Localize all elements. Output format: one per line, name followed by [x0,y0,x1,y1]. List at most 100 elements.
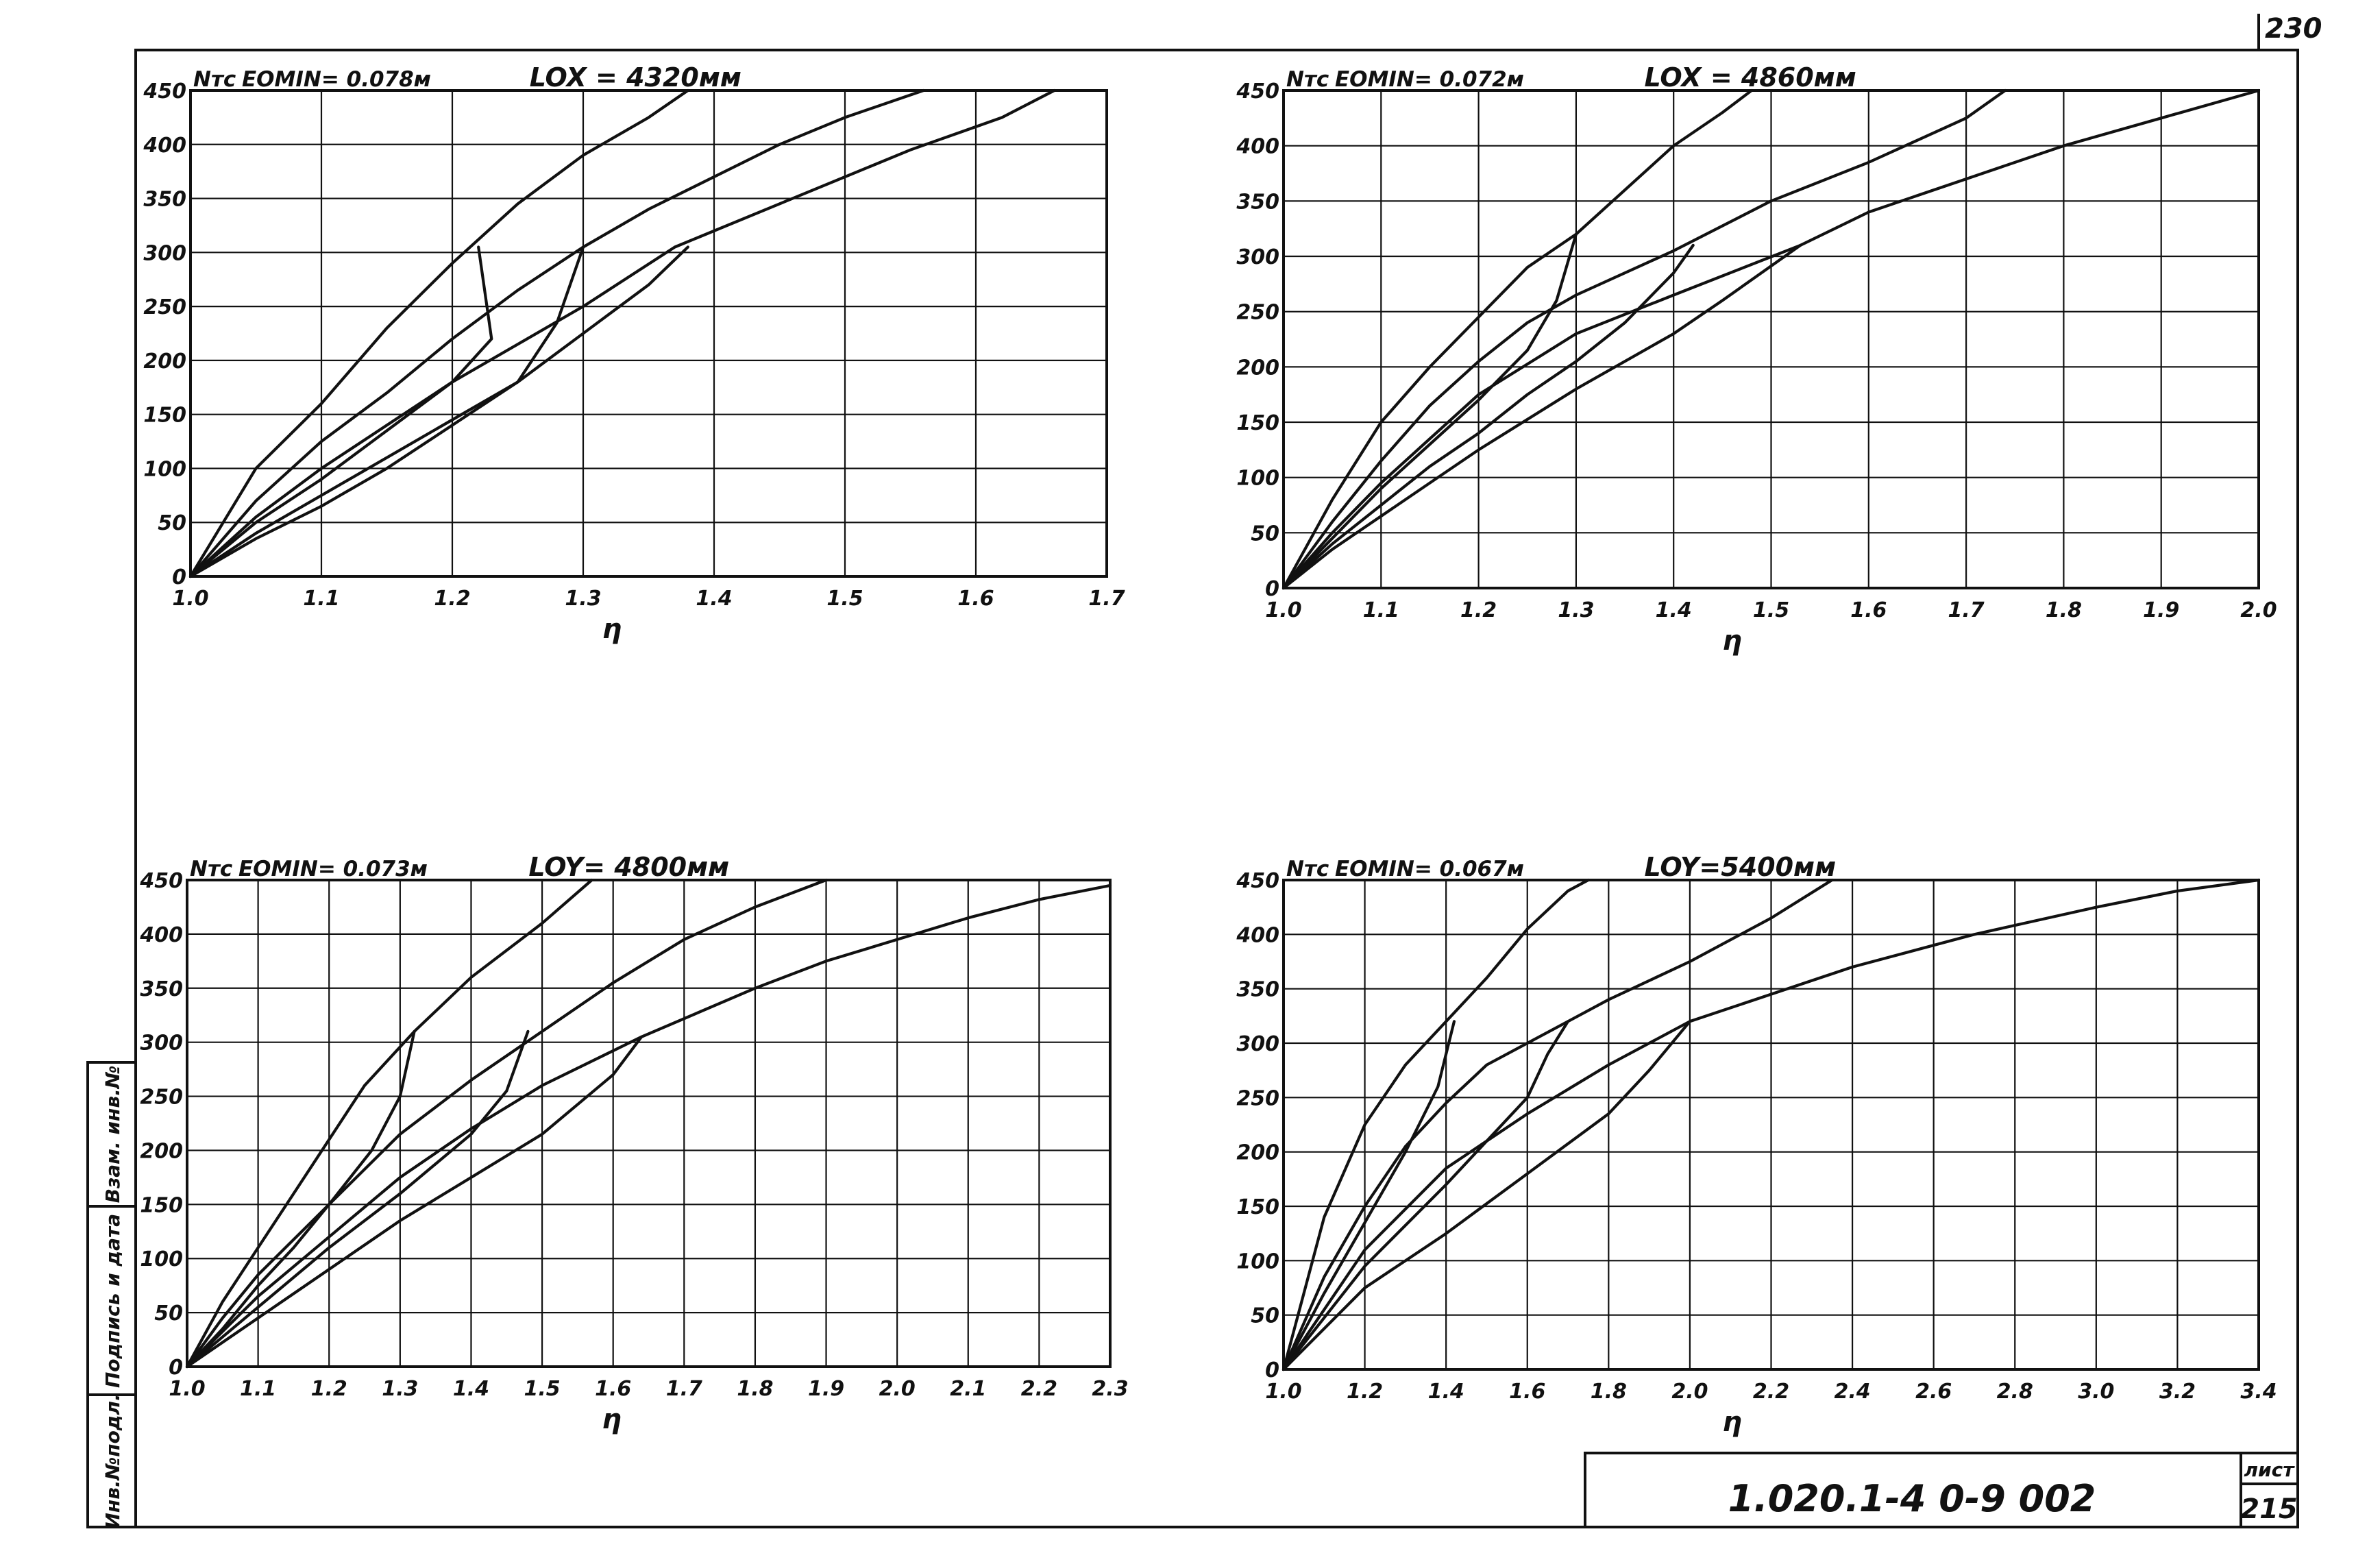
y-tick-label: 300 [143,241,186,265]
plot-frame [186,879,1112,1368]
x-tick-label: 1.5 [1753,598,1789,622]
x-tick-label: 3.0 [2078,1380,2114,1404]
x-tick-label: 1.0 [1265,598,1301,622]
y-tick-label: 400 [1236,135,1279,159]
x-tick-label: 2.2 [1021,1377,1057,1401]
x-tick-label: 2.8 [1997,1380,2033,1404]
series-line-6 [188,245,689,578]
series-line-6 [1281,1020,1691,1371]
y-axis-label: Nтс [1286,857,1329,881]
series-line-5 [185,1029,530,1369]
emin-label: EOMIN= 0.073м [238,857,428,881]
y-tick-label: 100 [1236,1249,1279,1273]
plot-frame [1282,89,2260,589]
top-number: 230 [2265,13,2322,45]
stamp-signature-date: Подпись и дата [101,1214,124,1388]
x-tick-label: 1.3 [382,1377,418,1401]
x-tick-label: 2.0 [2240,598,2277,622]
y-tick-label: 150 [140,1193,183,1217]
x-tick-label: 1.0 [172,587,208,611]
doc-code: 1.020.1-4 0-9 002 [1728,1477,2096,1520]
x-tick-label: 1.4 [1656,598,1692,622]
x-tick-label: 1.1 [1363,598,1399,622]
x-tick-label: 1.8 [2046,598,2082,622]
plot-frame [1282,879,2260,1371]
series-line-3 [1281,88,2261,590]
series-line-4 [1281,1020,1456,1371]
x-tick-label: 1.0 [1265,1380,1301,1404]
plot-frame [189,89,1108,578]
y-tick-label: 400 [139,923,183,947]
series-line-6 [1281,243,1802,590]
x-tick-label: 1.7 [1088,587,1125,611]
y-tick-label: 250 [1236,1086,1279,1110]
y-tick-label: 450 [1236,869,1279,893]
x-tick-label: 1.2 [311,1377,347,1401]
x-tick-label: 1.4 [1428,1380,1464,1404]
x-tick-label: 2.6 [1915,1380,1952,1404]
y-tick-label: 0 [1265,577,1279,601]
y-tick-label: 150 [143,404,186,428]
side-stamp: Инв.№подл. Подпись и дата Взам. инв.№ [86,1061,137,1529]
chart-top-right: 1.0 1.1 1.2 1.3 1.4 1.5 1.6 1.7 1.8 1.9 2.0 0 50 100 1… [1236,62,2277,657]
x-tick-label: 1.2 [1460,598,1497,622]
x-tick-label: 2.2 [1753,1380,1789,1404]
y-tick-label: 0 [169,1356,183,1380]
y-tick-label: 100 [143,457,186,481]
y-tick-label: 50 [158,511,186,535]
stamp-inv-number: Инв.№подл. [101,1393,124,1528]
series-line-2 [1281,88,2007,590]
x-tick-label: 1.5 [826,587,863,611]
y-tick-label: 0 [172,565,186,589]
y-tick-label: 250 [140,1086,183,1110]
x-tick-label: 1.6 [595,1377,631,1401]
chart-bottom-right: 1.0 1.2 1.4 1.6 1.8 2.0 2.2 2.4 2.6 2.8 3.0 3.2 3.4 0… [1236,852,2277,1438]
list-number: 215 [2240,1493,2298,1525]
x-axis-label: η [1722,625,1741,657]
x-tick-label: 2.3 [1092,1377,1128,1401]
y-tick-label: 50 [1251,522,1279,546]
stamp-replacement-inv: Взам. инв.№ [101,1066,124,1204]
title-block-frame [1584,1452,2299,1528]
x-tick-label: 1.8 [1591,1380,1627,1404]
x-tick-label: 1.1 [240,1377,276,1401]
y-tick-label: 250 [143,295,186,319]
list-label: лист [2244,1459,2296,1481]
x-tick-label: 1.5 [524,1377,560,1401]
emin-label: EOMIN= 0.067м [1335,857,1524,881]
y-tick-label: 0 [1265,1358,1279,1382]
series-line-5 [1281,243,1695,590]
x-tick-label: 1.1 [303,587,339,611]
series-line-2 [185,878,828,1369]
series-line-2 [1281,878,1834,1371]
x-axis-label: η [1722,1406,1741,1438]
y-tick-label: 50 [154,1302,183,1326]
sheet-frame [134,49,2299,1528]
emin-label: EOMIN= 0.078м [242,67,431,92]
x-tick-label: 1.7 [1948,598,1985,622]
y-tick-label: 200 [1236,1141,1279,1165]
x-tick-label: 1.2 [1347,1380,1383,1404]
y-tick-label: 300 [1236,1032,1279,1056]
x-tick-label: 3.4 [2240,1380,2277,1404]
series-line-3 [188,88,1056,578]
y-tick-label: 400 [1236,923,1279,947]
y-axis-label: Nтс [190,857,233,881]
chart-top-left: 1.0 1.1 1.2 1.3 1.4 1.5 1.6 1.7 0 50 100 150 200 250 3… [143,62,1125,645]
y-tick-label: 200 [140,1139,183,1163]
x-tick-label: 1.9 [2143,598,2179,622]
x-tick-label: 1.4 [453,1377,489,1401]
x-tick-label: 1.8 [737,1377,773,1401]
series-line-1 [185,878,593,1369]
series-line-2 [188,88,925,578]
y-tick-label: 250 [1236,301,1279,325]
series-line-1 [1281,878,1590,1371]
series-line-4 [185,1029,416,1369]
x-tick-label: 1.3 [1558,598,1594,622]
emin-label: EOMIN= 0.072м [1335,67,1524,92]
x-tick-label: 1.9 [808,1377,844,1401]
y-tick-label: 450 [139,869,183,893]
y-tick-label: 150 [1236,411,1279,435]
x-tick-label: 1.6 [1509,1380,1545,1404]
